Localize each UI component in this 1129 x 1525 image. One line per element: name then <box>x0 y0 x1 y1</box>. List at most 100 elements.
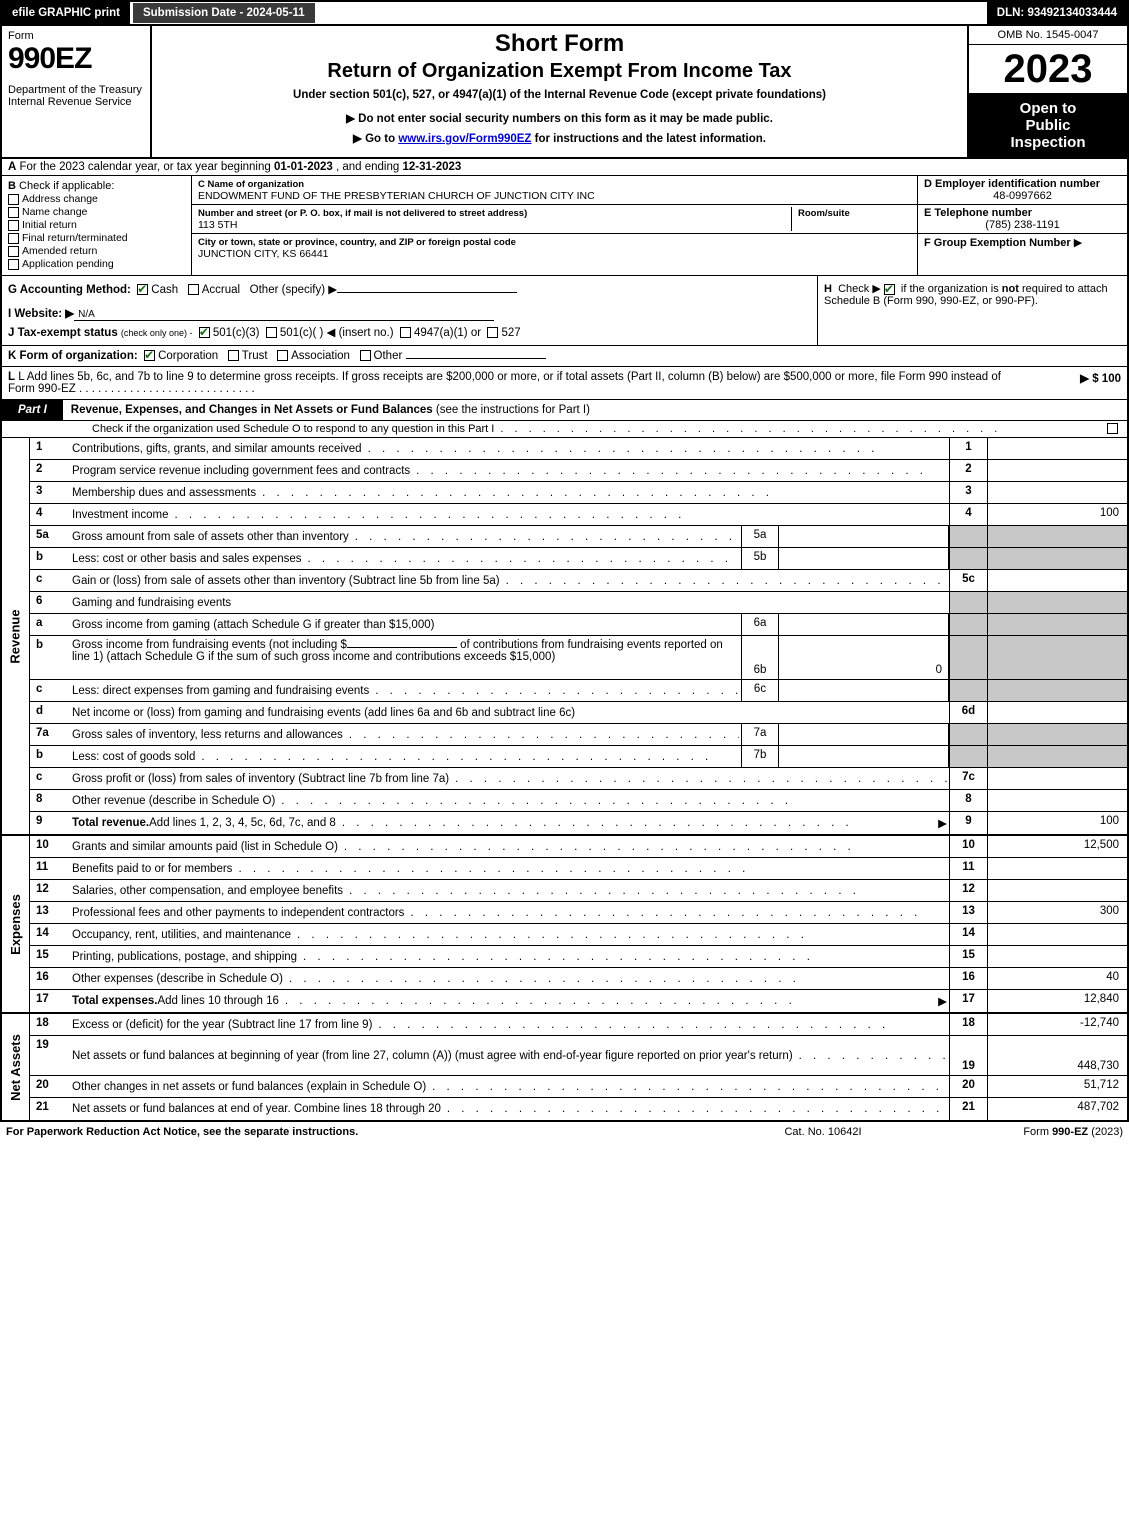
tax-year: 2023 <box>969 45 1127 94</box>
d-label: D Employer identification number <box>924 178 1100 190</box>
part1-check-row: Check if the organization used Schedule … <box>0 421 1129 438</box>
row-k: K Form of organization: Corporation Trus… <box>0 346 1129 367</box>
chk-cash[interactable] <box>137 284 148 295</box>
part1-tag: Part I <box>2 400 63 420</box>
chk-name-change[interactable]: Name change <box>8 206 185 218</box>
l13-dots: . . . . . . . . . . . . . . . . . . . . … <box>404 907 947 919</box>
goto-post: for instructions and the latest informat… <box>531 133 766 145</box>
chk-amended-return[interactable]: Amended return <box>8 245 185 257</box>
i-line: I Website: ▶N/A <box>8 306 811 321</box>
l11-rn: 11 <box>949 858 987 879</box>
l6-rn <box>949 592 987 613</box>
chk-other-org[interactable] <box>360 350 371 361</box>
chk-h[interactable] <box>884 284 895 295</box>
j-o4: 527 <box>501 327 520 339</box>
line-5c: cGain or (loss) from sale of assets othe… <box>30 570 1127 592</box>
l17-d2: Add lines 10 through 16 <box>157 995 278 1007</box>
l6a-rn <box>949 614 987 635</box>
l5a-d: Gross amount from sale of assets other t… <box>72 531 349 543</box>
l15-v <box>987 946 1127 967</box>
l16-d: Other expenses (describe in Schedule O) <box>72 973 283 985</box>
c-city-label: City or town, state or province, country… <box>198 237 516 248</box>
chk-501c3[interactable] <box>199 327 210 338</box>
l2-rn: 2 <box>949 460 987 481</box>
badge-l2: Public <box>973 117 1123 134</box>
l6b-blank[interactable] <box>347 647 457 648</box>
l12-d: Salaries, other compensation, and employ… <box>72 885 343 897</box>
c-room-label: Room/suite <box>798 208 850 219</box>
l20-d: Other changes in net assets or fund bala… <box>72 1081 426 1093</box>
l5a-mn: 5a <box>741 526 779 547</box>
chk-initial-return[interactable]: Initial return <box>8 219 185 231</box>
chk-final-return[interactable]: Final return/terminated <box>8 232 185 244</box>
expenses-body: 10Grants and similar amounts paid (list … <box>30 836 1127 1012</box>
chk-assoc[interactable] <box>277 350 288 361</box>
l19-rn: 19 <box>949 1036 987 1075</box>
chk-trust[interactable] <box>228 350 239 361</box>
goto-link[interactable]: www.irs.gov/Form990EZ <box>398 133 531 145</box>
l6a-d: Gross income from gaming (attach Schedul… <box>72 619 434 631</box>
l4-dots: . . . . . . . . . . . . . . . . . . . . … <box>169 509 947 521</box>
header-left: Form 990EZ Department of the Treasury In… <box>2 26 152 157</box>
l1-rn: 1 <box>949 438 987 459</box>
l20-n: 20 <box>30 1076 70 1097</box>
goto-pre: ▶ Go to <box>353 133 398 145</box>
l5b-rn <box>949 548 987 569</box>
l5c-dots: . . . . . . . . . . . . . . . . . . . . … <box>500 575 947 587</box>
g-other-input[interactable] <box>337 292 517 293</box>
efile-print-button[interactable]: efile GRAPHIC print <box>2 2 132 24</box>
l17-n: 17 <box>30 990 70 1012</box>
chk-501c[interactable] <box>266 327 277 338</box>
l21-dots: . . . . . . . . . . . . . . . . . . . . … <box>441 1103 947 1115</box>
chk-address-change[interactable]: Address change <box>8 193 185 205</box>
chk-accrual[interactable] <box>188 284 199 295</box>
line-19: 19Net assets or fund balances at beginni… <box>30 1036 1127 1076</box>
l9-d: Total revenue. <box>72 817 149 829</box>
l13-n: 13 <box>30 902 70 923</box>
l7b-mn: 7b <box>741 746 779 767</box>
l10-dots: . . . . . . . . . . . . . . . . . . . . … <box>338 841 947 853</box>
part1-check-dots: . . . . . . . . . . . . . . . . . . . . … <box>494 423 1107 435</box>
l16-dots: . . . . . . . . . . . . . . . . . . . . … <box>283 973 947 985</box>
l6b-v <box>987 636 1127 679</box>
l6b-mv: 0 <box>779 636 949 679</box>
c-name-label: C Name of organization <box>198 179 304 190</box>
c-city: JUNCTION CITY, KS 66441 <box>198 248 329 260</box>
l7b-rn <box>949 746 987 767</box>
submission-date: Submission Date - 2024-05-11 <box>132 2 316 24</box>
topbar: efile GRAPHIC print Submission Date - 20… <box>0 0 1129 26</box>
line-6c: cLess: direct expenses from gaming and f… <box>30 680 1127 702</box>
l8-v <box>987 790 1127 811</box>
footer: For Paperwork Reduction Act Notice, see … <box>0 1122 1129 1142</box>
chk-4947[interactable] <box>400 327 411 338</box>
l15-rn: 15 <box>949 946 987 967</box>
line-2: 2Program service revenue including gover… <box>30 460 1127 482</box>
chk-527[interactable] <box>487 327 498 338</box>
f-label: F Group Exemption Number <box>924 237 1071 249</box>
i-val: N/A <box>74 309 494 321</box>
l14-d: Occupancy, rent, utilities, and maintena… <box>72 929 291 941</box>
k-other-input[interactable] <box>406 358 546 359</box>
l5a-n: 5a <box>30 526 70 547</box>
chk-application-pending[interactable]: Application pending <box>8 258 185 270</box>
l6b-mn: 6b <box>741 636 779 679</box>
l14-v <box>987 924 1127 945</box>
f-arrow: ▶ <box>1074 237 1082 249</box>
j-o2: 501(c)( ) ◀ (insert no.) <box>280 327 394 339</box>
title-short-form: Short Form <box>160 30 959 58</box>
l9-rn: 9 <box>949 812 987 834</box>
l3-dots: . . . . . . . . . . . . . . . . . . . . … <box>256 487 947 499</box>
l15-n: 15 <box>30 946 70 967</box>
l8-n: 8 <box>30 790 70 811</box>
l6c-mv <box>779 680 949 701</box>
j-label: J Tax-exempt status <box>8 327 118 339</box>
chk-corp[interactable] <box>144 350 155 361</box>
line-9: 9Total revenue. Add lines 1, 2, 3, 4, 5c… <box>30 812 1127 834</box>
l1-dots: . . . . . . . . . . . . . . . . . . . . … <box>362 443 947 455</box>
c-name-cell: C Name of organization ENDOWMENT FUND OF… <box>192 176 917 205</box>
chk-part1-scho[interactable] <box>1107 423 1118 434</box>
g-cash: Cash <box>151 284 178 296</box>
g-line: G Accounting Method: Cash Accrual Other … <box>8 282 811 296</box>
e-val: (785) 238-1191 <box>924 219 1121 231</box>
chk-final-return-label: Final return/terminated <box>22 232 128 244</box>
